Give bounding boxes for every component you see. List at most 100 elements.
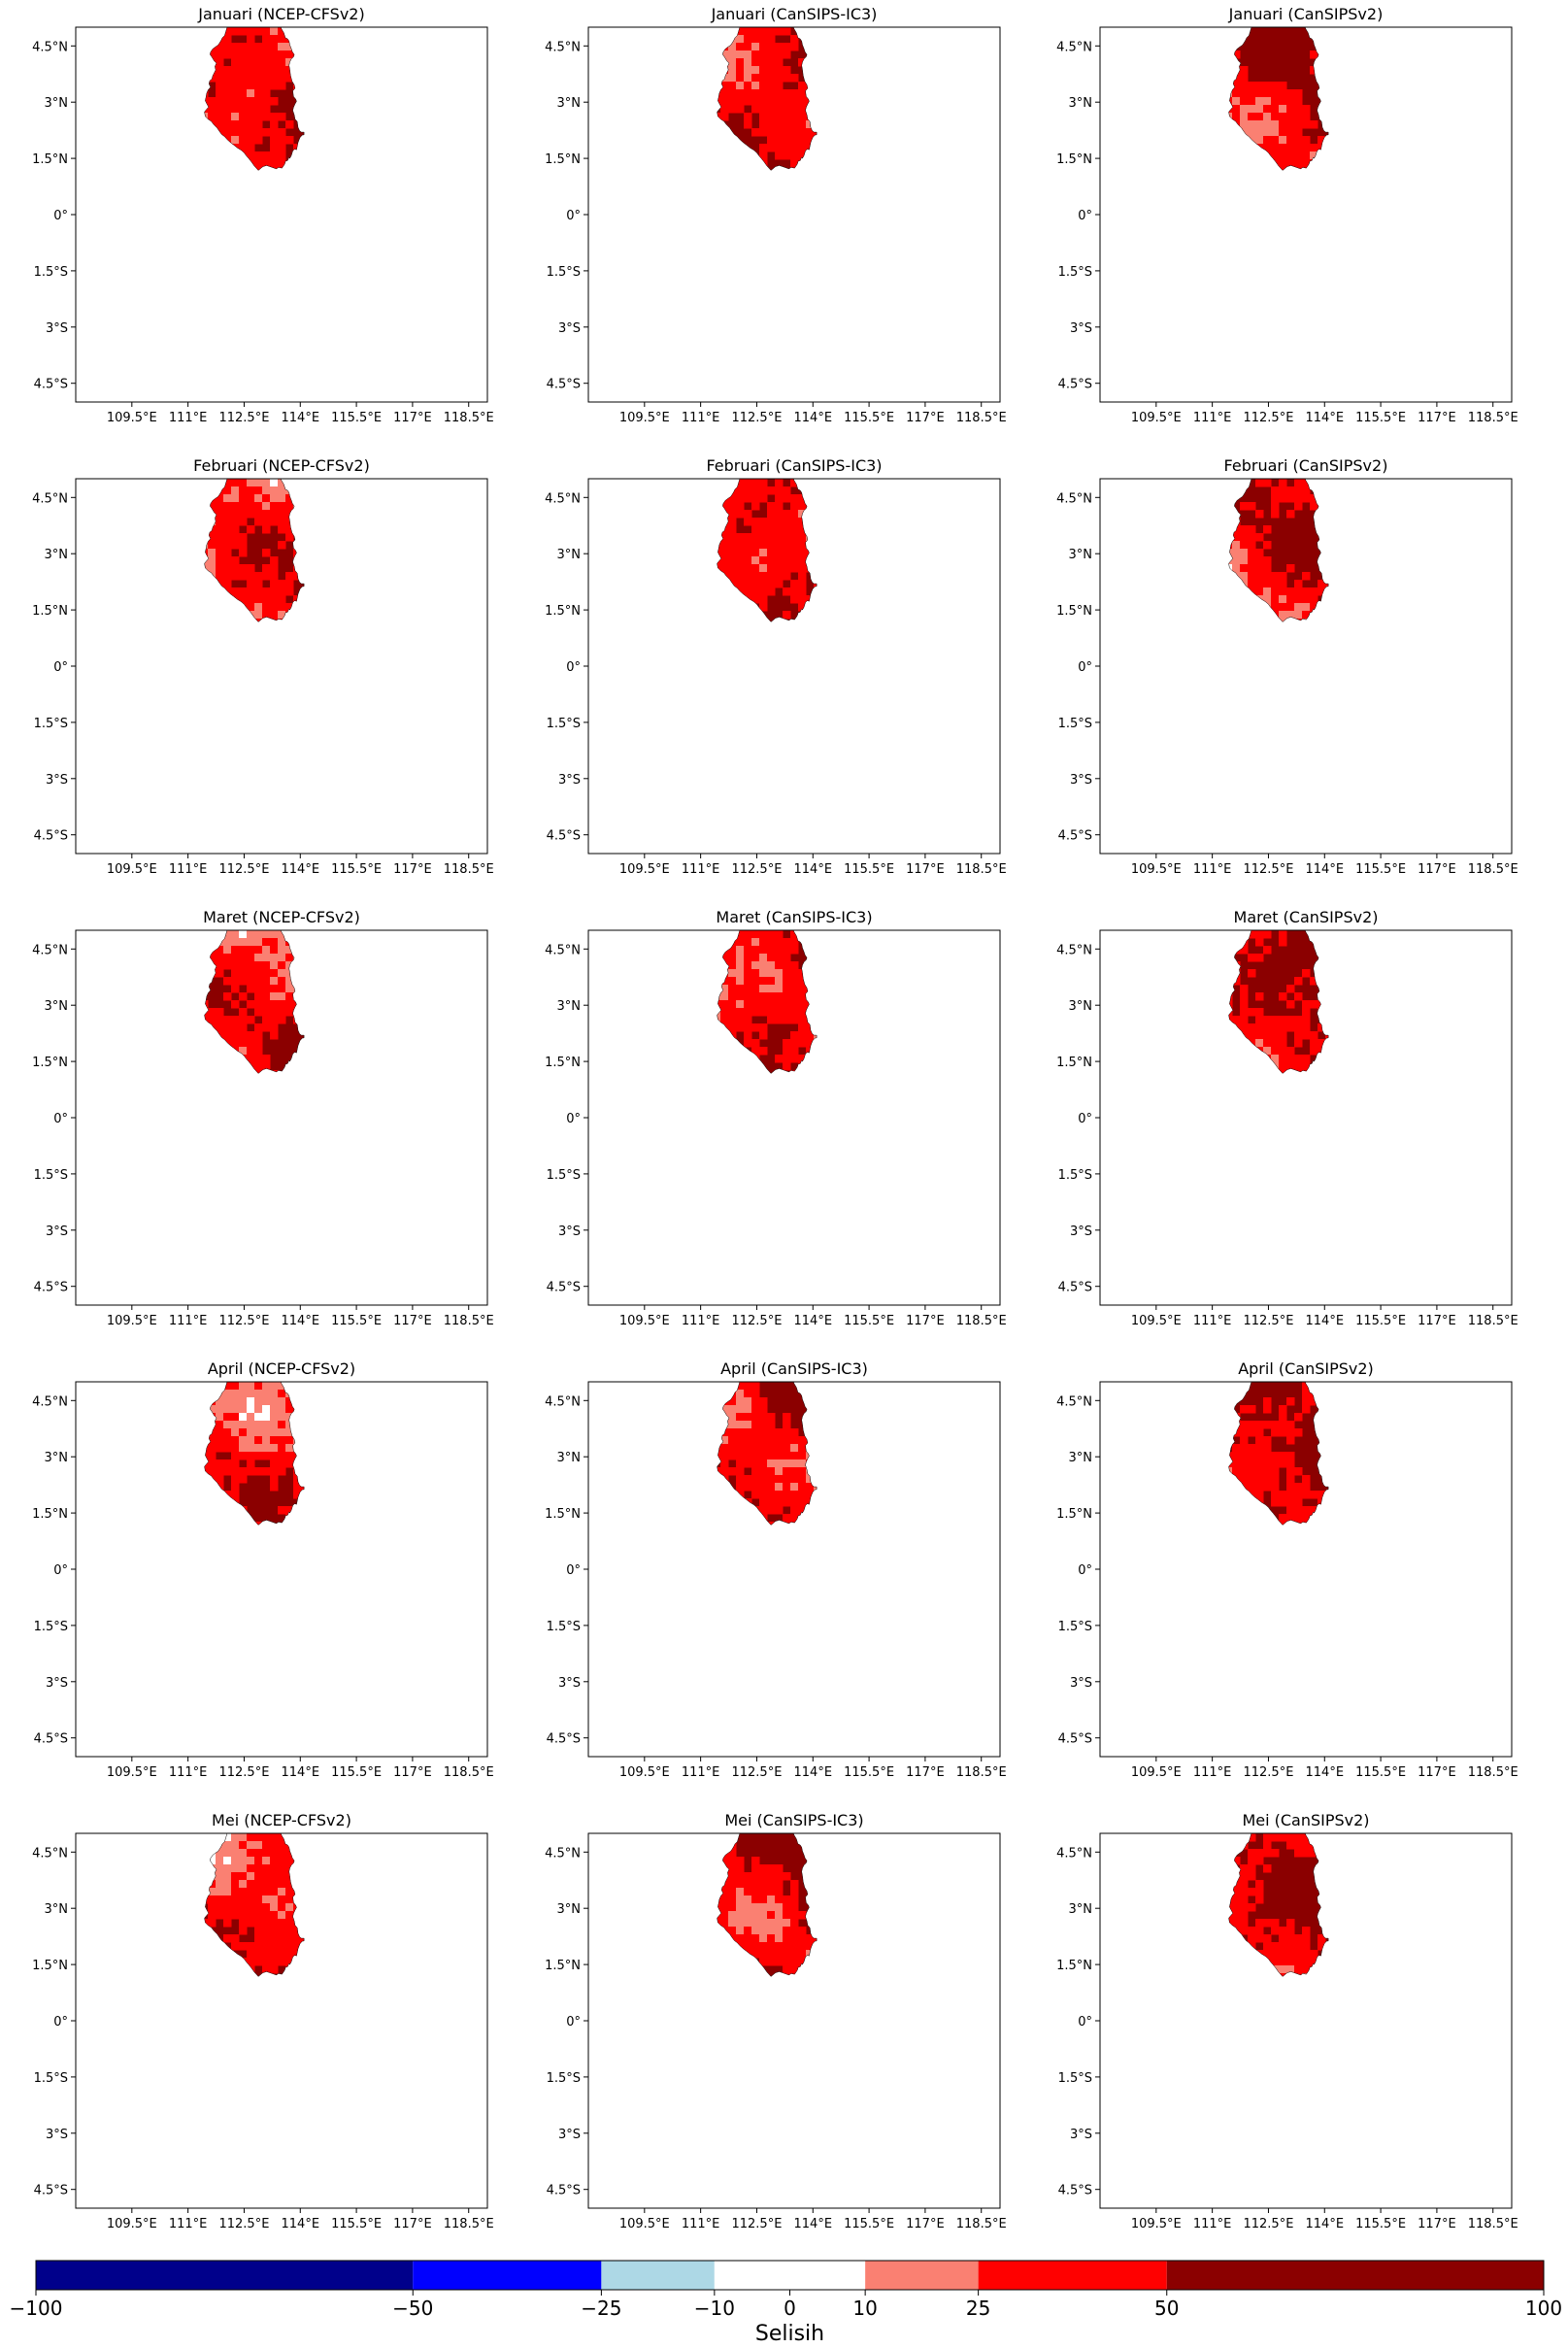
- data-cell: [689, 330, 698, 339]
- data-cell: [744, 252, 752, 261]
- data-cell: [790, 276, 799, 285]
- data-cell: [1217, 66, 1225, 75]
- data-cell: [184, 330, 193, 339]
- data-cell: [231, 346, 240, 354]
- data-cell: [1232, 151, 1241, 160]
- data-cell: [1170, 385, 1179, 393]
- data-cell: [1193, 66, 1202, 75]
- data-cell: [301, 392, 310, 401]
- data-cell: [1318, 299, 1326, 308]
- data-cell: [1325, 377, 1334, 386]
- data-cell: [192, 369, 201, 378]
- data-cell: [806, 237, 815, 246]
- data-cell: [99, 338, 108, 347]
- data-cell: [1100, 43, 1109, 51]
- data-cell: [751, 229, 760, 238]
- data-cell: [1178, 299, 1186, 308]
- y-tick-label: 1.5°S: [34, 265, 68, 280]
- data-cell: [627, 128, 636, 137]
- data-cell: [192, 353, 201, 362]
- data-cell: [1372, 237, 1381, 246]
- data-cell: [278, 260, 286, 269]
- data-cell: [1356, 346, 1365, 354]
- data-cell: [814, 74, 817, 83]
- data-cell: [635, 113, 644, 121]
- data-cell: [161, 252, 170, 261]
- data-cell: [99, 120, 108, 129]
- data-cell: [153, 89, 162, 98]
- data-cell: [728, 183, 737, 191]
- data-cell: [115, 175, 123, 184]
- data-cell: [1170, 190, 1179, 199]
- data-cell: [1255, 105, 1264, 114]
- data-cell: [884, 369, 892, 378]
- data-cell: [1170, 284, 1179, 292]
- data-cell: [751, 43, 760, 51]
- data-cell: [674, 260, 683, 269]
- data-cell: [324, 50, 333, 59]
- data-cell: [285, 167, 294, 171]
- data-cell: [674, 167, 683, 176]
- data-cell: [115, 377, 123, 386]
- data-cell: [1372, 353, 1381, 362]
- data-cell: [1240, 330, 1249, 339]
- data-cell: [348, 214, 356, 222]
- data-cell: [783, 27, 791, 36]
- data-cell: [138, 113, 147, 121]
- data-cell: [91, 214, 100, 222]
- data-cell: [200, 268, 209, 277]
- data-cell: [759, 291, 768, 300]
- data-cell: [744, 221, 752, 230]
- data-cell: [612, 105, 620, 114]
- data-cell: [1217, 136, 1225, 145]
- data-cell: [643, 175, 651, 184]
- data-cell: [1116, 27, 1124, 36]
- data-cell: [1100, 35, 1109, 44]
- data-cell: [783, 66, 791, 75]
- data-cell: [1333, 198, 1342, 207]
- data-cell: [1178, 198, 1186, 207]
- data-cell: [705, 361, 714, 370]
- data-cell: [115, 276, 123, 285]
- data-cell: [1154, 252, 1163, 261]
- data-cell: [107, 322, 116, 331]
- data-cell: [247, 400, 255, 409]
- data-cell: [184, 315, 193, 323]
- data-cell: [363, 50, 372, 59]
- data-cell: [627, 151, 636, 160]
- data-cell: [666, 50, 675, 59]
- data-cell: [1325, 307, 1334, 316]
- data-cell: [1224, 260, 1233, 269]
- data-cell: [270, 330, 279, 339]
- data-cell: [1380, 229, 1388, 238]
- data-cell: [1271, 315, 1280, 323]
- data-cell: [651, 43, 659, 51]
- data-cell: [1201, 43, 1210, 51]
- data-cell: [1147, 151, 1155, 160]
- data-cell: [1356, 167, 1365, 176]
- data-cell: [612, 144, 620, 152]
- data-cell: [340, 221, 349, 230]
- data-cell: [1310, 167, 1318, 171]
- data-cell: [270, 27, 279, 36]
- data-cell: [1147, 252, 1155, 261]
- data-cell: [1100, 190, 1109, 199]
- data-cell: [355, 330, 364, 339]
- data-cell: [876, 105, 884, 114]
- data-cell: [1294, 128, 1303, 137]
- data-cell: [192, 151, 201, 160]
- data-cell: [1162, 315, 1171, 323]
- data-cell: [1380, 299, 1388, 308]
- data-cell: [1349, 183, 1357, 191]
- data-cell: [860, 330, 869, 339]
- data-cell: [1116, 400, 1124, 409]
- data-cell: [658, 198, 667, 207]
- data-cell: [270, 159, 279, 168]
- data-cell: [83, 268, 92, 277]
- data-cell: [239, 252, 248, 261]
- data-cell: [736, 97, 745, 106]
- data-cell: [1154, 35, 1163, 44]
- data-cell: [604, 50, 613, 59]
- data-cell: [83, 245, 92, 253]
- data-cell: [146, 214, 154, 222]
